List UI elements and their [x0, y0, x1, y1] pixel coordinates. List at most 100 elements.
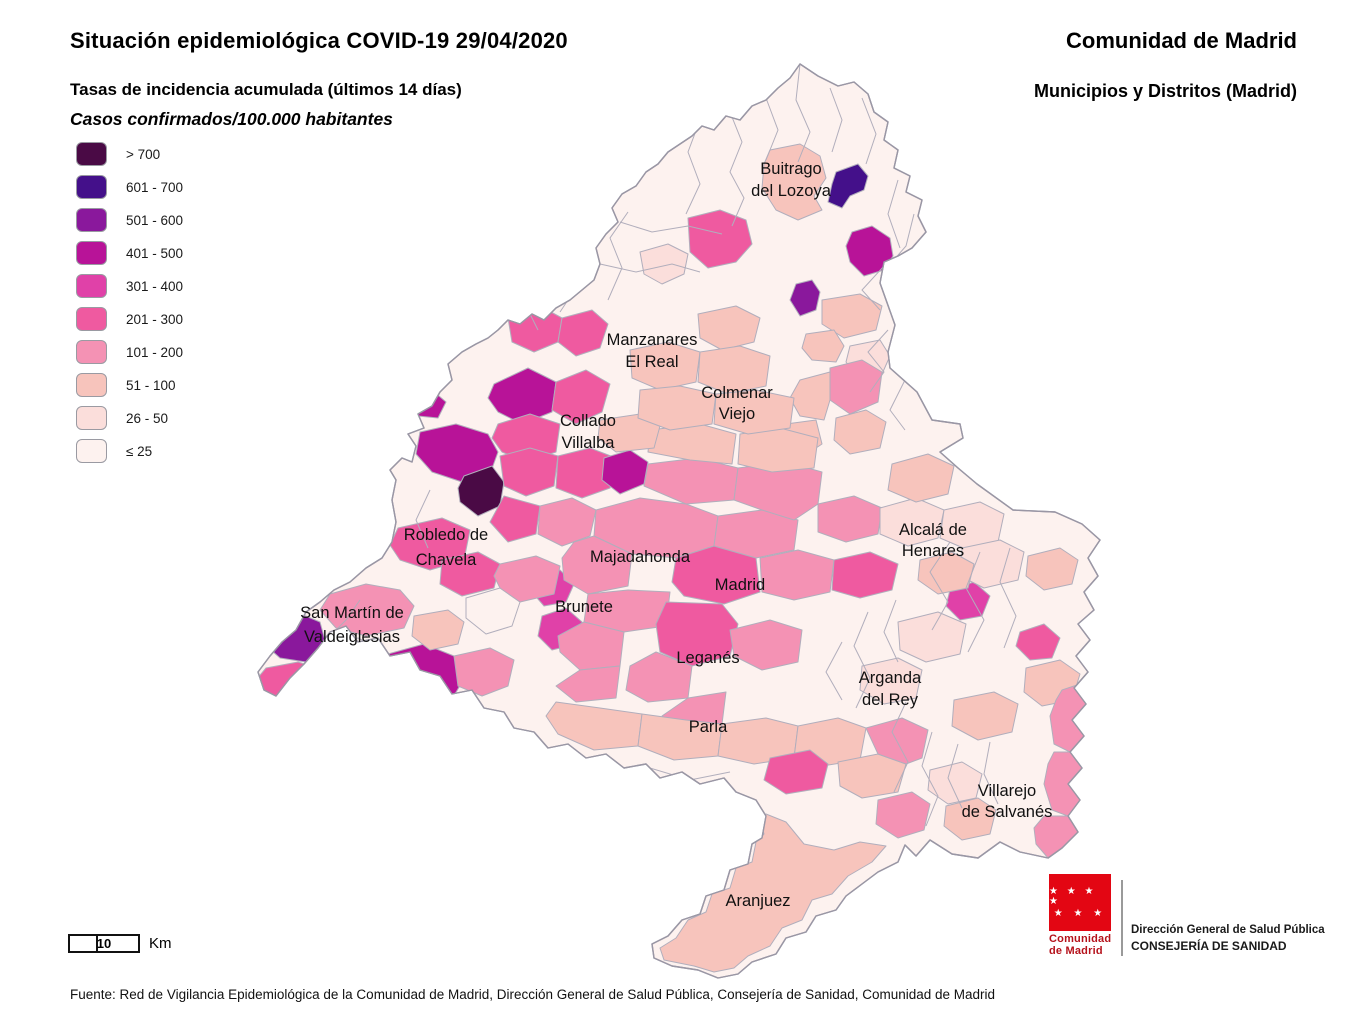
municipality-shape [761, 143, 827, 221]
flag-stars-row1: ★ ★ ★ ★ [1049, 886, 1097, 907]
municipality-border-line [729, 111, 745, 227]
municipality-shape [1025, 547, 1079, 591]
municipality-border-line [861, 97, 877, 165]
legend-label: 26 - 50 [126, 410, 169, 426]
map-labels: Buitrago del Lozoya Manzanares El Real Col… [300, 160, 1052, 910]
map-label-manzanares: Manzanares El Real [607, 331, 698, 371]
map-label-parla: Parla [689, 718, 728, 736]
municipality-shape [951, 691, 1019, 741]
legend-item: 101 - 200 [76, 340, 183, 364]
municipality-shape [457, 465, 505, 517]
municipality-shape [625, 651, 693, 703]
flag-stars-row2: ★ ★ ★ [1053, 908, 1107, 919]
municipality-shape [917, 551, 975, 595]
legend-item: ≤ 25 [76, 439, 183, 463]
municipality-shape [555, 665, 621, 703]
legend-item: 301 - 400 [76, 274, 183, 298]
scale-bar-unit: Km [149, 935, 172, 952]
municipality-shape [801, 329, 845, 363]
madrid-flag: ★ ★ ★ ★ ★ ★ ★ [1049, 874, 1111, 931]
municipality-shape [637, 385, 717, 431]
legend-item: 401 - 500 [76, 241, 183, 265]
municipality-shape [887, 453, 955, 503]
municipality-shape [379, 643, 463, 713]
scale-bar-box: 10 [68, 934, 140, 953]
legend-swatch [76, 175, 107, 199]
legend-swatch [76, 406, 107, 430]
map-label-alcala: Alcalá de Henares [899, 521, 967, 560]
municipality-shape [493, 555, 561, 603]
municipality-border-line [929, 541, 951, 631]
municipality-shape [687, 209, 753, 269]
municipality-shape [555, 447, 617, 499]
municipality-border-line [999, 547, 1017, 649]
region-outline-stroke [257, 63, 1101, 979]
legend-swatch [76, 340, 107, 364]
municipality-border-line [607, 211, 629, 301]
legend-label: 401 - 500 [126, 245, 184, 261]
municipality-border-line [829, 87, 843, 153]
municipality-border-line [891, 701, 909, 793]
municipality-shape [453, 647, 515, 697]
municipality-shape [759, 549, 835, 601]
region-title: Comunidad de Madrid [1066, 28, 1297, 53]
municipality-shape [729, 619, 803, 671]
region-subtitle: Municipios y Distritos (Madrid) [1033, 81, 1297, 101]
municipality-shape [817, 495, 883, 543]
map-subtitle: Tasas de incidencia acumulada (últimos 1… [70, 80, 462, 99]
map-label-majadahonda: Majadahonda [590, 548, 691, 566]
municipality-shape [557, 309, 609, 357]
municipality-border-line [889, 379, 906, 431]
municipality-shape [875, 791, 931, 839]
map-label-buitrago: Buitrago del Lozoya [751, 160, 832, 200]
legend-label: 501 - 600 [126, 212, 184, 228]
municipality-shape [629, 341, 701, 391]
legend-item: 201 - 300 [76, 307, 183, 331]
map-label-leganes: Leganés [676, 649, 739, 667]
map-label-villarejo: Villarejo de Salvanés [962, 782, 1053, 821]
logo-department: Dirección General de Salud Pública CONSE… [1131, 924, 1325, 953]
municipality-shape [439, 551, 501, 597]
map-label-arganda: Arganda del Rey [859, 669, 922, 709]
municipality-border-line [765, 97, 779, 161]
legend-swatch [76, 241, 107, 265]
legend-swatch [76, 307, 107, 331]
municipality-shape [897, 611, 967, 663]
source-note: Fuente: Red de Vigilancia Epidemiológica… [70, 987, 996, 1002]
legend-swatch [76, 208, 107, 232]
municipality-shape [499, 447, 559, 497]
municipalities-layer [258, 143, 1087, 973]
logo-divider [1121, 880, 1123, 956]
municipality-shape [655, 601, 739, 667]
municipality-border-line [867, 329, 889, 393]
municipality-shape [697, 345, 771, 395]
scale-bar-tick [95, 936, 98, 951]
municipality-border-line [795, 64, 811, 163]
legend: > 700 601 - 700 501 - 600 401 - 500 301 … [76, 142, 183, 472]
map-label-collado: Collado Villalba [560, 412, 616, 452]
legend-swatch [76, 373, 107, 397]
municipality-border-line [887, 179, 901, 249]
logo-caption: Comunidad de Madrid [1049, 933, 1111, 957]
legend-item: 601 - 700 [76, 175, 183, 199]
municipality-shape [258, 661, 339, 715]
municipality-shape [827, 163, 869, 209]
municipality-shape [763, 749, 829, 795]
legend-label: ≤ 25 [126, 443, 153, 459]
municipality-shape [551, 369, 611, 425]
municipality-border-line [825, 641, 843, 701]
municipality-border-line [685, 119, 701, 215]
municipality-border-line [853, 611, 871, 709]
map-label-brunete: Brunete [555, 598, 613, 616]
municipality-border-line [861, 265, 885, 311]
dept-line2: CONSEJERÍA DE SANIDAD [1131, 939, 1287, 953]
municipality-border-line [599, 263, 701, 273]
municipality-shape [713, 389, 795, 435]
map-label-aranjuez: Aranjuez [725, 892, 790, 910]
municipality-border-line [921, 731, 939, 827]
municipality-shape [1015, 623, 1061, 661]
municipality-border-line [983, 741, 999, 805]
scale-bar-value: 10 [96, 936, 112, 951]
municipality-shape [561, 535, 633, 595]
